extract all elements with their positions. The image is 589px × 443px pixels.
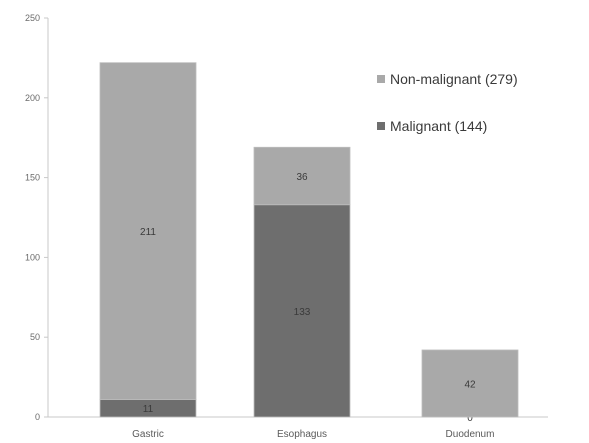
data-label: 0 xyxy=(467,413,473,424)
y-tick-label: 250 xyxy=(25,13,40,23)
chart-legend: Non-malignant (279) Malignant (144) xyxy=(377,71,518,134)
y-tick-label: 0 xyxy=(35,412,40,422)
bar-segment xyxy=(253,146,351,206)
x-tick-label: Duodenum xyxy=(446,429,495,440)
data-label: 36 xyxy=(296,172,308,183)
data-label: 211 xyxy=(140,227,156,238)
y-tick-label: 200 xyxy=(25,93,40,103)
y-tick-label: 100 xyxy=(25,252,40,262)
bar-segment xyxy=(99,62,197,400)
y-tick-label: 150 xyxy=(25,173,40,183)
x-tick-label: Esophagus xyxy=(277,429,327,440)
legend-label: Non-malignant (279) xyxy=(390,71,518,87)
chart-bars: 11 211 133 36 0 42 xyxy=(99,62,519,424)
legend-swatch xyxy=(377,122,385,130)
data-label: 42 xyxy=(464,379,476,390)
y-tick-label: 50 xyxy=(30,332,40,342)
bar-segment xyxy=(421,349,519,418)
data-label: 133 xyxy=(294,307,311,318)
legend-label: Malignant (144) xyxy=(390,118,487,134)
legend-swatch xyxy=(377,75,385,83)
bar-segment xyxy=(253,204,351,418)
x-tick-label: Gastric xyxy=(132,429,164,440)
data-label: 11 xyxy=(143,404,154,415)
